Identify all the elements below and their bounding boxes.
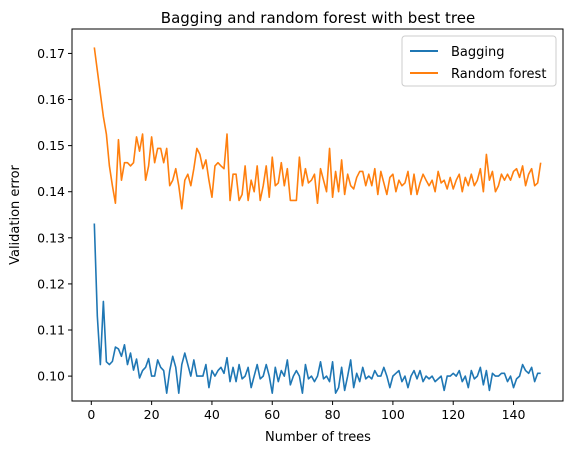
chart-title: Bagging and random forest with best tree	[161, 9, 475, 27]
y-tick-label: 0.13	[37, 230, 65, 245]
x-tick-label: 0	[87, 407, 95, 422]
legend: Bagging Random forest	[401, 35, 557, 87]
y-tick-label: 0.10	[37, 369, 65, 384]
y-tick-label: 0.16	[37, 92, 65, 107]
legend-box	[401, 35, 557, 87]
y-tick-label: 0.11	[37, 323, 65, 338]
x-tick-label: 120	[441, 407, 465, 422]
x-axis-ticks: 0 20 40 60 80 100 120 140	[87, 401, 526, 422]
x-axis-label: Number of trees	[265, 430, 371, 445]
x-tick-label: 100	[381, 407, 405, 422]
series-line-random-forest	[93, 47, 542, 210]
y-tick-label: 0.14	[37, 184, 65, 199]
x-tick-label: 80	[325, 407, 341, 422]
plot-frame	[71, 28, 564, 402]
legend-label-bagging: Bagging	[451, 45, 505, 60]
x-tick-label: 60	[264, 407, 280, 422]
x-tick-label: 40	[204, 407, 220, 422]
y-tick-label: 0.15	[37, 138, 65, 153]
series-layer	[93, 47, 542, 394]
y-axis-label: Validation error	[8, 164, 23, 264]
y-tick-label: 0.17	[37, 46, 65, 61]
x-tick-label: 140	[502, 407, 526, 422]
legend-label-random-forest: Random forest	[451, 67, 546, 82]
y-tick-label: 0.12	[37, 276, 65, 291]
x-tick-label: 20	[144, 407, 160, 422]
series-line-bagging	[93, 223, 541, 394]
y-axis-ticks: 0.10 0.11 0.12 0.13 0.14 0.15 0.16 0.17	[37, 46, 72, 384]
